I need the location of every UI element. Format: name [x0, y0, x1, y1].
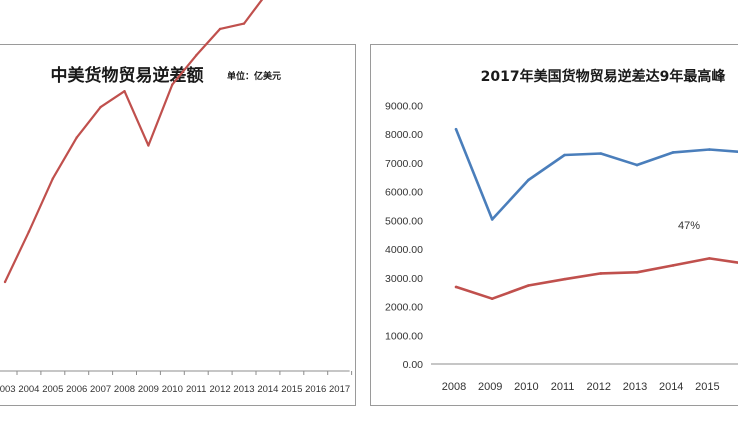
- unit-label: 单位：亿美元: [227, 70, 281, 81]
- x-tick-label: 2008: [442, 381, 466, 393]
- data-point: [218, 27, 222, 31]
- x-tick-label: 2013: [623, 381, 647, 393]
- data-point: [171, 83, 174, 86]
- x-tick-label: 2013: [233, 384, 254, 395]
- x-tick-label: 2010: [162, 384, 183, 395]
- data-point: [51, 177, 54, 180]
- x-tick-label: 2005: [42, 384, 63, 395]
- x-tick-label: 2009: [478, 381, 502, 393]
- series-line: [4, 0, 264, 283]
- x-tick-label: 2011: [551, 381, 575, 393]
- x-tick-label: 2006: [66, 384, 87, 395]
- series-line: [455, 257, 738, 300]
- chart-title: 中美货物贸易逆差额: [51, 65, 204, 86]
- x-tick-label: 2007: [90, 384, 111, 395]
- x-tick-label: 2009: [138, 384, 159, 395]
- x-tick-label: 2015: [281, 384, 302, 395]
- data-point: [635, 163, 639, 167]
- y-tick-label: 3000.00: [385, 273, 423, 285]
- data-point: [195, 54, 198, 57]
- data-point: [147, 144, 150, 147]
- data-point: [671, 264, 675, 267]
- data-point: [242, 22, 246, 25]
- x-tick-label: 2011: [186, 384, 206, 395]
- data-point: [708, 148, 711, 151]
- data-point: [527, 178, 530, 182]
- y-tick-label: 6000.00: [385, 187, 423, 199]
- data-point: [599, 272, 603, 275]
- data-point: [490, 297, 494, 301]
- x-tick-label: 2003: [0, 384, 16, 395]
- data-point: [99, 105, 102, 109]
- right-chart-panel: 2017年美国货物贸易逆差达9年最高峰 0.00 1000.00 2000.00 300…: [370, 44, 738, 406]
- data-point: [3, 280, 7, 284]
- data-label: 3470: [306, 0, 327, 3]
- data-point: [563, 153, 566, 157]
- chart-title: 2017年美国货物贸易逆差达9年最高峰: [481, 68, 727, 85]
- x-tick-label: 2016: [305, 384, 326, 395]
- y-tick-label: 4000.00: [385, 244, 423, 256]
- data-point: [454, 285, 458, 289]
- x-tick-label: 2012: [210, 384, 231, 395]
- data-point: [635, 270, 639, 274]
- annotation-label: 47%: [678, 220, 700, 232]
- data-point: [599, 152, 603, 155]
- y-tick-label: 9000.00: [385, 100, 423, 112]
- data-point: [490, 218, 494, 221]
- x-tick-label: 2017: [329, 384, 350, 395]
- series-line: [454, 128, 738, 221]
- y-tick-label: 0.00: [403, 359, 424, 371]
- y-tick-label: 2000.00: [385, 302, 423, 314]
- data-point: [563, 277, 566, 281]
- left-chart-panel: 中美货物贸易逆差额单位：亿美元2003200420052006200720082…: [0, 0, 356, 406]
- x-tick-label: 2004: [18, 384, 39, 395]
- y-tick-label: 1000.00: [385, 330, 423, 342]
- right-chart: 2017年美国货物贸易逆差达9年最高峰 0.00 1000.00 2000.00 300…: [385, 68, 738, 393]
- x-tick-label: 2015: [695, 381, 719, 393]
- data-point: [123, 90, 126, 93]
- y-tick-label: 7000.00: [385, 158, 423, 170]
- x-tick-label: 2014: [659, 381, 683, 393]
- x-tick-label: 2012: [587, 381, 611, 393]
- x-tick-label: 2008: [114, 384, 135, 395]
- data-point: [708, 257, 711, 260]
- x-tick-label: 2010: [514, 381, 538, 393]
- data-point: [671, 151, 675, 154]
- y-tick-label: 5000.00: [385, 215, 423, 227]
- left-chart: 中美货物贸易逆差额单位：亿美元2003200420052006200720082…: [0, 0, 353, 395]
- data-point: [454, 127, 458, 131]
- data-point: [27, 230, 31, 233]
- data-point: [75, 136, 78, 139]
- y-tick-label: 8000.00: [385, 129, 423, 141]
- x-tick-label: 2014: [257, 384, 278, 395]
- data-point: [527, 284, 530, 287]
